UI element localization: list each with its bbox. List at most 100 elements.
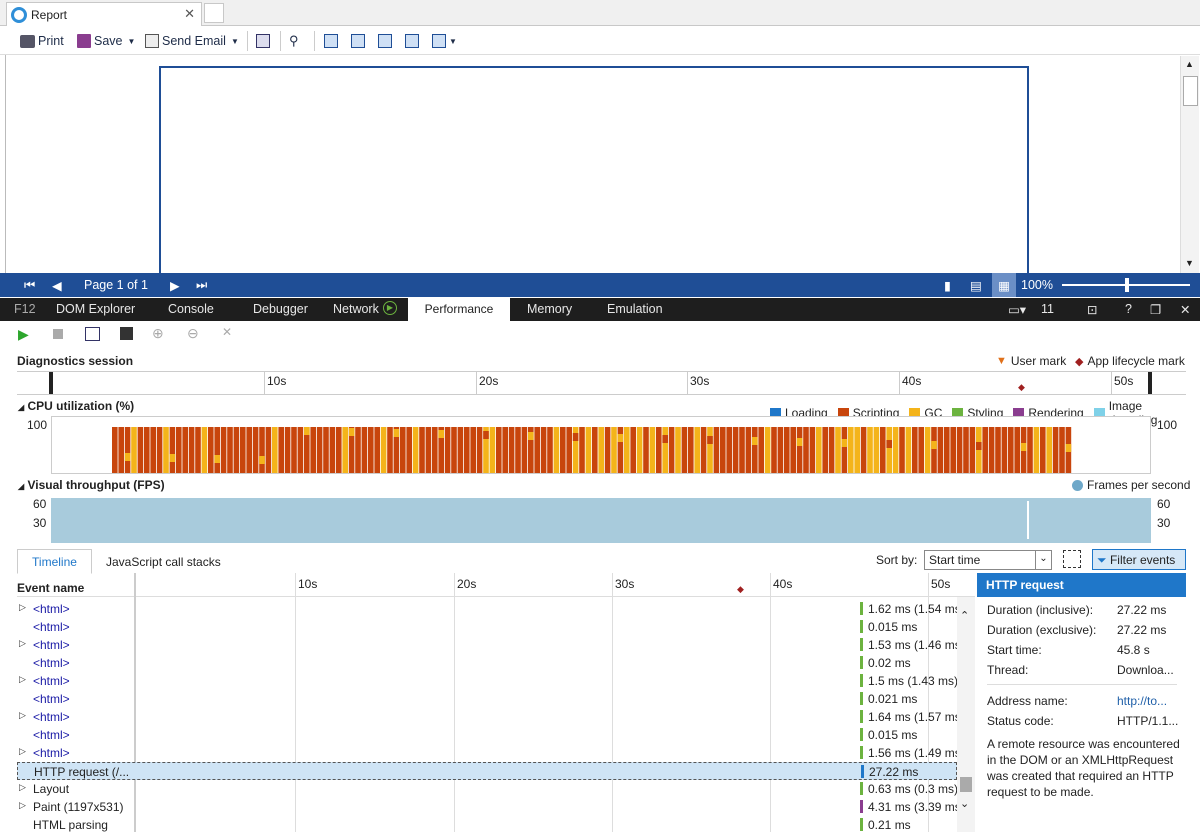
undock-icon[interactable]: ❐: [1150, 303, 1162, 317]
tab-dom-explorer[interactable]: DOM Explorer: [56, 302, 136, 316]
expand-icon[interactable]: ▷: [19, 710, 26, 720]
export-session-icon[interactable]: [120, 327, 133, 340]
cpu-bar: [483, 427, 489, 473]
view-single-button[interactable]: [324, 32, 338, 50]
session-ruler[interactable]: 10s 20s 30s 40s 50s ◆: [17, 371, 1186, 395]
document-mode[interactable]: 11: [1041, 302, 1054, 316]
range-start-handle[interactable]: [49, 372, 53, 394]
scroll-up-icon[interactable]: ▲: [1185, 59, 1194, 69]
cpu-bar: [918, 427, 924, 473]
event-row[interactable]: HTTP request (/... 27.22 ms: [17, 762, 957, 780]
sort-select[interactable]: Start time ⌄: [924, 550, 1052, 570]
event-row[interactable]: ▷ <html> 1.53 ms (1.46 ms): [17, 636, 958, 654]
zoom-slider[interactable]: [1062, 278, 1190, 292]
scroll-down-icon[interactable]: ▼: [1185, 258, 1194, 268]
grid-scrollbar[interactable]: ⌃ ⌄: [957, 597, 975, 832]
event-row[interactable]: <html> 0.021 ms: [17, 690, 957, 708]
detail-value[interactable]: http://to...: [1117, 694, 1168, 708]
event-duration: 1.53 ms (1.46 ms): [868, 638, 958, 652]
scroll-down-icon[interactable]: ⌄: [960, 798, 970, 810]
tab-timeline[interactable]: Timeline: [17, 549, 92, 574]
browser-tab[interactable]: Report ✕: [6, 2, 202, 26]
range-end-handle[interactable]: [1148, 372, 1152, 394]
filter-events-button[interactable]: ⏷ Filter events: [1092, 549, 1186, 570]
reset-zoom-icon[interactable]: ✕: [222, 325, 233, 339]
print-button[interactable]: Print: [20, 32, 64, 50]
next-page-icon[interactable]: ▶: [170, 279, 180, 293]
new-tab-button[interactable]: [204, 3, 224, 23]
event-duration-bar: [860, 620, 863, 633]
double-view-icon[interactable]: ▤: [970, 279, 982, 293]
help-icon[interactable]: ?: [1125, 302, 1132, 316]
scroll-up-icon[interactable]: ⌃: [960, 610, 970, 622]
zoom-to-selection-icon[interactable]: [1063, 550, 1081, 568]
grid-scroll-thumb[interactable]: [960, 777, 972, 792]
collapse-icon[interactable]: ◢: [18, 482, 25, 491]
app-lifecycle-marker[interactable]: ◆: [737, 584, 744, 594]
expand-icon[interactable]: ▷: [19, 800, 26, 810]
view-facing-button[interactable]: [378, 32, 392, 50]
target-device-icon[interactable]: ▭▾: [1008, 303, 1027, 317]
fps-chart[interactable]: [51, 498, 1151, 543]
expand-icon[interactable]: ▷: [19, 674, 26, 684]
cpu-bar: [380, 427, 387, 473]
collapse-icon[interactable]: ◢: [18, 403, 25, 412]
stop-profiling-icon[interactable]: [53, 329, 63, 339]
fit-width-button[interactable]: [405, 32, 419, 50]
console-toggle-icon[interactable]: ⊡: [1087, 303, 1098, 317]
cpu-bar: [534, 427, 540, 473]
start-profiling-icon[interactable]: ▶: [18, 326, 29, 342]
column-event-name[interactable]: Event name: [17, 581, 85, 595]
event-row[interactable]: ▷ <html> 1.5 ms (1.43 ms): [17, 672, 958, 690]
grid-view-icon[interactable]: ▦: [992, 273, 1016, 297]
single-view-icon[interactable]: ▮: [944, 279, 951, 293]
expand-icon[interactable]: ▷: [19, 782, 26, 792]
app-lifecycle-marker[interactable]: ◆: [1018, 382, 1025, 392]
cpu-bar: [508, 427, 515, 473]
event-row[interactable]: ▷ Paint (1197x531) 4.31 ms (3.39 ms): [17, 798, 958, 816]
view-continuous-button[interactable]: [351, 32, 365, 50]
tab-console[interactable]: Console: [168, 302, 214, 316]
expand-icon[interactable]: ▷: [19, 638, 26, 648]
prev-page-icon[interactable]: ◀: [52, 279, 62, 293]
cpu-bar: [720, 427, 726, 473]
event-row[interactable]: <html> 0.015 ms: [17, 726, 957, 744]
cpu-bar-gc: [169, 454, 176, 462]
import-session-icon[interactable]: [85, 327, 100, 341]
tab-network[interactable]: Network: [333, 302, 379, 316]
report-vertical-scrollbar[interactable]: ▲ ▼: [1180, 56, 1199, 273]
zoom-in-icon[interactable]: ⊕: [152, 325, 164, 341]
chevron-down-icon: ▼: [230, 36, 239, 46]
first-page-icon[interactable]: ⏮: [24, 278, 36, 292]
tab-debugger[interactable]: Debugger: [253, 302, 308, 316]
event-row[interactable]: <html> 0.02 ms: [17, 654, 957, 672]
event-row[interactable]: ▷ <html> 1.64 ms (1.57 ms): [17, 708, 958, 726]
cpu-bar: [822, 427, 828, 473]
save-button[interactable]: Save ▼: [77, 32, 135, 50]
column-splitter[interactable]: [134, 573, 136, 832]
close-tab-icon[interactable]: ✕: [184, 6, 195, 21]
find-button[interactable]: ⚲: [289, 32, 299, 50]
tab-js-call-stacks[interactable]: JavaScript call stacks: [106, 555, 221, 569]
scroll-thumb[interactable]: [1183, 76, 1198, 106]
cpu-bar: [1014, 427, 1020, 473]
cpu-bar: [451, 427, 457, 473]
event-row[interactable]: ▷ <html> 1.62 ms (1.54 ms): [17, 600, 958, 618]
zoom-slider-thumb[interactable]: [1125, 278, 1129, 292]
event-row[interactable]: ▷ Layout 0.63 ms (0.3 ms): [17, 780, 958, 798]
expand-icon[interactable]: ▷: [19, 602, 26, 612]
zoom-out-icon[interactable]: ⊖: [187, 325, 199, 341]
event-row[interactable]: ▷ <html> 1.56 ms (1.49 ms): [17, 744, 958, 762]
event-row[interactable]: <html> 0.015 ms: [17, 618, 957, 636]
tab-emulation[interactable]: Emulation: [607, 302, 663, 316]
event-row[interactable]: HTML parsing 0.21 ms: [17, 816, 957, 832]
document-map-button[interactable]: [256, 32, 270, 50]
tab-memory[interactable]: Memory: [527, 302, 573, 316]
expand-icon[interactable]: ▷: [19, 746, 26, 756]
cpu-chart[interactable]: [51, 416, 1151, 474]
close-devtools-icon[interactable]: ✕: [1180, 303, 1191, 317]
send-email-button[interactable]: Send Email ▼: [145, 32, 239, 50]
tab-performance[interactable]: Performance: [408, 298, 510, 321]
last-page-icon[interactable]: ⏭: [196, 278, 208, 292]
multi-page-button[interactable]: ▼: [432, 32, 457, 50]
